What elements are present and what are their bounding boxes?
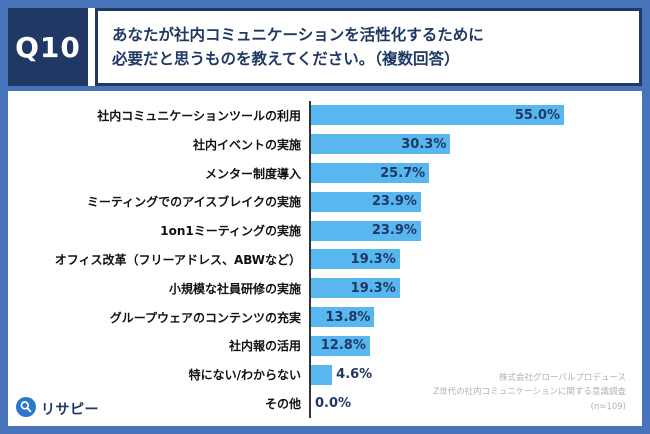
risapi-logo-text: リサピー	[41, 402, 99, 418]
bar	[311, 364, 333, 385]
bar-track: 19.3%	[309, 273, 632, 303]
bar: 25.7%	[311, 163, 430, 184]
risapi-logo: リサピー	[16, 397, 99, 421]
bar-track: 23.9%	[309, 187, 632, 217]
source-line: Z世代の社内コミュニケーションに関する意識調査	[433, 387, 626, 398]
bar-track: 4.6%	[309, 360, 632, 390]
value-label: 13.8%	[325, 309, 371, 325]
bar-track: 25.7%	[309, 158, 632, 188]
bar-row: 特にない/わからない 4.6%	[14, 360, 632, 390]
bar-track: 19.3%	[309, 245, 632, 274]
value-label: 25.7%	[380, 165, 426, 181]
value-label: 19.3%	[350, 280, 396, 296]
value-label: 23.9%	[371, 194, 417, 210]
bar-row: 社内イベントの実施 30.3%	[14, 129, 632, 159]
source-attribution: 株式会社グローバルプロデュース Z世代の社内コミュニケーションに関する意識調査 …	[433, 371, 626, 414]
value-label: 0.0%	[315, 396, 352, 412]
source-line: (n=109)	[590, 401, 626, 412]
bar: 19.3%	[311, 278, 400, 299]
bar-row: グループウェアのコンテンツの充実 13.8%	[14, 302, 632, 332]
header: Q10 あなたが社内コミュニケーションを活性化するために 必要だと思うものを教え…	[8, 8, 642, 86]
category-label: 社内報の活用	[228, 339, 301, 354]
bar-rows: 社内コミュニケーションツールの利用 55.0% 社内イベントの実施 30.3% メンター…	[14, 101, 632, 418]
category-label: その他	[264, 397, 301, 412]
bar-row: オフィス改革（フリーアドレス、ABWなど） 19.3%	[14, 245, 632, 274]
bar-row: 社内コミュニケーションツールの利用 55.0%	[14, 101, 632, 130]
bar: 55.0%	[311, 105, 564, 126]
bar-track: 30.3%	[309, 129, 632, 159]
bar-track: 23.9%	[309, 216, 632, 246]
value-label: 19.3%	[350, 251, 396, 267]
value-label: 12.8%	[320, 338, 366, 354]
category-label: 1on1ミーティングの実施	[160, 224, 301, 239]
bar: 23.9%	[311, 191, 421, 212]
source-line: 株式会社グローバルプロデュース	[499, 372, 626, 383]
bar-row: 小規模な社員研修の実施 19.3%	[14, 273, 632, 303]
category-label: 社内イベントの実施	[192, 137, 301, 152]
bar-track: 13.8%	[309, 302, 632, 332]
bar: 13.8%	[311, 307, 375, 328]
category-label: 特にない/わからない	[188, 368, 301, 383]
bar: 19.3%	[311, 249, 400, 270]
question-number-badge: Q10	[8, 8, 88, 86]
category-label: グループウェアのコンテンツの充実	[109, 310, 301, 325]
category-label: オフィス改革（フリーアドレス、ABWなど）	[54, 252, 301, 267]
value-label: 55.0%	[514, 107, 560, 123]
value-label: 23.9%	[371, 223, 417, 239]
bar-track: 12.8%	[309, 331, 632, 361]
bar-row: ミーティングでのアイスブレイクの実施 23.9%	[14, 187, 632, 217]
bar-track: 0.0%	[309, 389, 632, 418]
chart-panel: 社内コミュニケーションツールの利用 55.0% 社内イベントの実施 30.3% メンター…	[8, 91, 642, 426]
question-text-box: あなたが社内コミュニケーションを活性化するために 必要だと思うものを教えてくださ…	[95, 8, 642, 86]
category-label: ミーティングでのアイスブレイクの実施	[86, 195, 301, 210]
bar-track: 55.0%	[309, 101, 632, 130]
bar: 23.9%	[311, 220, 421, 241]
bar: 12.8%	[311, 335, 370, 356]
value-label: 30.3%	[401, 136, 447, 152]
bar-row: 1on1ミーティングの実施 23.9%	[14, 216, 632, 246]
question-text: あなたが社内コミュニケーションを活性化するために 必要だと思うものを教えてくださ…	[112, 25, 484, 68]
value-label: 4.6%	[336, 367, 373, 383]
bar-row: メンター制度導入 25.7%	[14, 158, 632, 188]
bar: 30.3%	[311, 134, 451, 155]
category-label: メンター制度導入	[204, 166, 301, 181]
bar-row: その他 0.0%	[14, 389, 632, 418]
bar-row: 社内報の活用 12.8%	[14, 331, 632, 361]
category-label: 小規模な社員研修の実施	[168, 281, 301, 296]
category-label: 社内コミュニケーションツールの利用	[97, 108, 301, 123]
risapi-logo-icon	[16, 397, 36, 421]
